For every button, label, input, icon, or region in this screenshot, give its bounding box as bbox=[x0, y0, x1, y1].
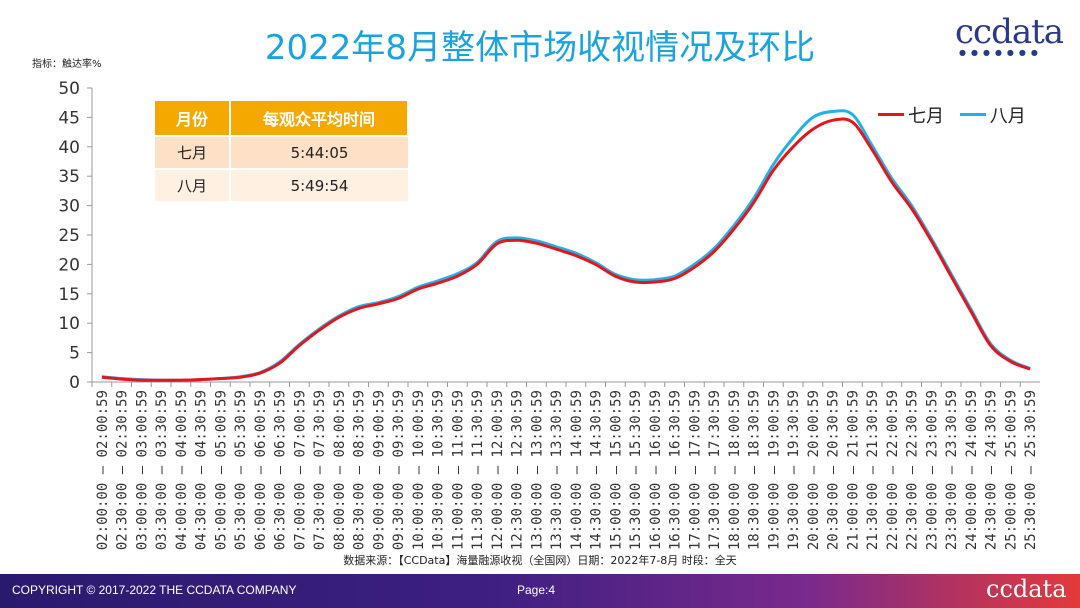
y-tick-label: 0 bbox=[69, 373, 80, 393]
x-tick-label: 21:00:00 – 21:00:59 bbox=[845, 390, 861, 550]
y-axis-unit-label: 指标：触达率% bbox=[32, 59, 102, 70]
x-tick-label: 25:30:00 – 25:30:59 bbox=[1023, 390, 1039, 550]
x-tick-label: 05:30:00 – 05:30:59 bbox=[233, 390, 249, 550]
x-tick-label: 10:30:00 – 10:30:59 bbox=[431, 390, 447, 550]
avg-time-cell: 5:44:05 bbox=[230, 135, 408, 169]
x-tick-label: 13:00:00 – 13:00:59 bbox=[529, 390, 545, 550]
x-tick-label: 18:00:00 – 18:00:59 bbox=[727, 390, 743, 550]
footer-logo: ccdata bbox=[986, 575, 1067, 603]
y-axis-ticks: 0 5 10 15 20 25 30 35 40 45 50 bbox=[58, 79, 92, 393]
x-tick-label: 07:30:00 – 07:30:59 bbox=[312, 390, 328, 550]
legend-label-august: 八月 bbox=[989, 105, 1026, 127]
series-lines bbox=[101, 109, 1031, 382]
x-tick-label: 22:30:00 – 22:30:59 bbox=[905, 390, 921, 550]
copyright-text: COPYRIGHT © 2017-2022 THE CCDATA COMPANY bbox=[12, 583, 297, 597]
header-avg-time: 每观众平均时间 bbox=[230, 101, 409, 136]
x-tick-label: 14:00:00 – 14:00:59 bbox=[569, 390, 585, 550]
x-tick-label: 16:30:00 – 16:30:59 bbox=[668, 390, 684, 550]
y-tick-label: 50 bbox=[58, 79, 80, 99]
x-tick-label: 17:30:00 – 17:30:59 bbox=[707, 390, 723, 550]
x-tick-label: 13:30:00 – 13:30:59 bbox=[549, 390, 565, 550]
y-tick-label: 10 bbox=[58, 314, 80, 334]
data-source-note: 数据来源：【CCData】海量融源收视（全国网）日期：2022年7-8月 时段：… bbox=[343, 554, 737, 567]
x-tick-label: 10:00:00 – 10:00:59 bbox=[411, 390, 427, 550]
x-tick-label: 11:00:00 – 11:00:59 bbox=[450, 390, 466, 550]
x-tick-label: 03:30:00 – 03:30:59 bbox=[154, 390, 170, 550]
x-tick-label: 02:00:00 – 02:00:59 bbox=[95, 390, 111, 550]
x-tick-label: 15:30:00 – 15:30:59 bbox=[628, 390, 644, 550]
y-tick-label: 25 bbox=[58, 226, 80, 246]
y-tick-label: 20 bbox=[58, 255, 80, 275]
page-title: 2022年8月整体市场收视情况及环比 bbox=[264, 28, 816, 68]
ccdata-logo: ccdata ●●●●●●● bbox=[955, 12, 1064, 57]
y-tick-label: 35 bbox=[58, 167, 80, 187]
month-cell: 八月 bbox=[155, 168, 231, 201]
series-line-july bbox=[101, 117, 1031, 382]
x-tick-label: 09:00:00 – 09:00:59 bbox=[371, 390, 387, 550]
x-axis-ticks: 02:00:00 – 02:00:59 02:30:00 – 02:30:59 03… bbox=[91, 382, 1039, 550]
avg-time-table: 月份 每观众平均时间 七月 5:44:05 八月 5:49:54 bbox=[155, 101, 409, 201]
x-tick-label: 21:30:00 – 21:30:59 bbox=[865, 390, 881, 550]
x-tick-label: 20:30:00 – 20:30:59 bbox=[826, 390, 842, 550]
y-tick-label: 5 bbox=[69, 344, 80, 364]
x-tick-label: 05:00:00 – 05:00:59 bbox=[213, 390, 229, 550]
x-tick-label: 06:30:00 – 06:30:59 bbox=[273, 390, 289, 550]
x-tick-label: 17:00:00 – 17:00:59 bbox=[687, 390, 703, 550]
x-tick-label: 12:00:00 – 12:00:59 bbox=[490, 390, 506, 550]
x-tick-label: 11:30:00 – 11:30:59 bbox=[470, 390, 486, 550]
x-tick-label: 24:30:00 – 24:30:59 bbox=[984, 390, 1000, 550]
x-tick-label: 23:00:00 – 23:00:59 bbox=[924, 390, 940, 550]
header-month: 月份 bbox=[155, 101, 231, 136]
month-cell: 七月 bbox=[155, 135, 231, 169]
table-row: 八月 5:49:54 bbox=[155, 168, 408, 201]
x-tick-label: 25:00:00 – 25:00:59 bbox=[1003, 390, 1019, 550]
x-tick-label: 16:00:00 – 16:00:59 bbox=[648, 390, 664, 550]
x-tick-label: 08:30:00 – 08:30:59 bbox=[352, 390, 368, 550]
y-tick-label: 40 bbox=[58, 138, 80, 158]
x-tick-label: 19:30:00 – 19:30:59 bbox=[786, 390, 802, 550]
legend-label-july: 七月 bbox=[908, 105, 944, 127]
table-header-row: 月份 每观众平均时间 bbox=[155, 101, 409, 136]
x-tick-label: 18:30:00 – 18:30:59 bbox=[747, 390, 763, 550]
x-tick-label: 06:00:00 – 06:00:59 bbox=[253, 390, 269, 550]
avg-time-cell: 5:49:54 bbox=[230, 168, 408, 201]
x-tick-label: 04:30:00 – 04:30:59 bbox=[194, 390, 210, 550]
legend-swatch-july bbox=[878, 113, 904, 116]
y-tick-label: 45 bbox=[58, 108, 80, 128]
line-chart: 0 5 10 15 20 25 30 35 40 45 50 02:00:00 – 02:00:59… bbox=[58, 79, 1040, 550]
x-tick-label: 15:00:00 – 15:00:59 bbox=[608, 390, 624, 550]
x-tick-label: 03:00:00 – 03:00:59 bbox=[134, 390, 150, 550]
x-tick-label: 24:00:00 – 24:00:59 bbox=[964, 390, 980, 550]
x-tick-label: 02:30:00 – 02:30:59 bbox=[115, 390, 131, 550]
x-tick-label: 22:00:00 – 22:00:59 bbox=[885, 390, 901, 550]
x-tick-label: 09:30:00 – 09:30:59 bbox=[391, 390, 407, 550]
footer-bar: COPYRIGHT © 2017-2022 THE CCDATA COMPANY… bbox=[0, 574, 1080, 608]
legend-item-july: 七月 bbox=[878, 102, 944, 128]
legend-item-august: 八月 bbox=[959, 102, 1026, 128]
x-tick-label: 12:30:00 – 12:30:59 bbox=[510, 390, 526, 550]
x-tick-label: 20:00:00 – 20:00:59 bbox=[806, 390, 822, 550]
chart-legend: 七月 八月 bbox=[878, 100, 1036, 128]
page-number: Page:4 bbox=[517, 583, 556, 597]
x-tick-label: 14:30:00 – 14:30:59 bbox=[589, 390, 605, 550]
x-tick-label: 23:30:00 – 23:30:59 bbox=[944, 390, 960, 550]
logo-text: ccdata bbox=[955, 12, 1064, 52]
x-tick-label: 04:00:00 – 04:00:59 bbox=[174, 390, 190, 550]
table-row: 七月 5:44:05 bbox=[155, 135, 408, 169]
logo-dots: ●●●●●●● bbox=[959, 48, 1043, 57]
x-tick-label: 07:00:00 – 07:00:59 bbox=[292, 390, 308, 550]
legend-swatch-august bbox=[959, 113, 986, 116]
y-tick-label: 15 bbox=[58, 285, 80, 305]
x-tick-label: 19:00:00 – 19:00:59 bbox=[766, 390, 782, 550]
x-tick-label: 08:00:00 – 08:00:59 bbox=[332, 390, 348, 550]
y-tick-label: 30 bbox=[58, 197, 80, 217]
